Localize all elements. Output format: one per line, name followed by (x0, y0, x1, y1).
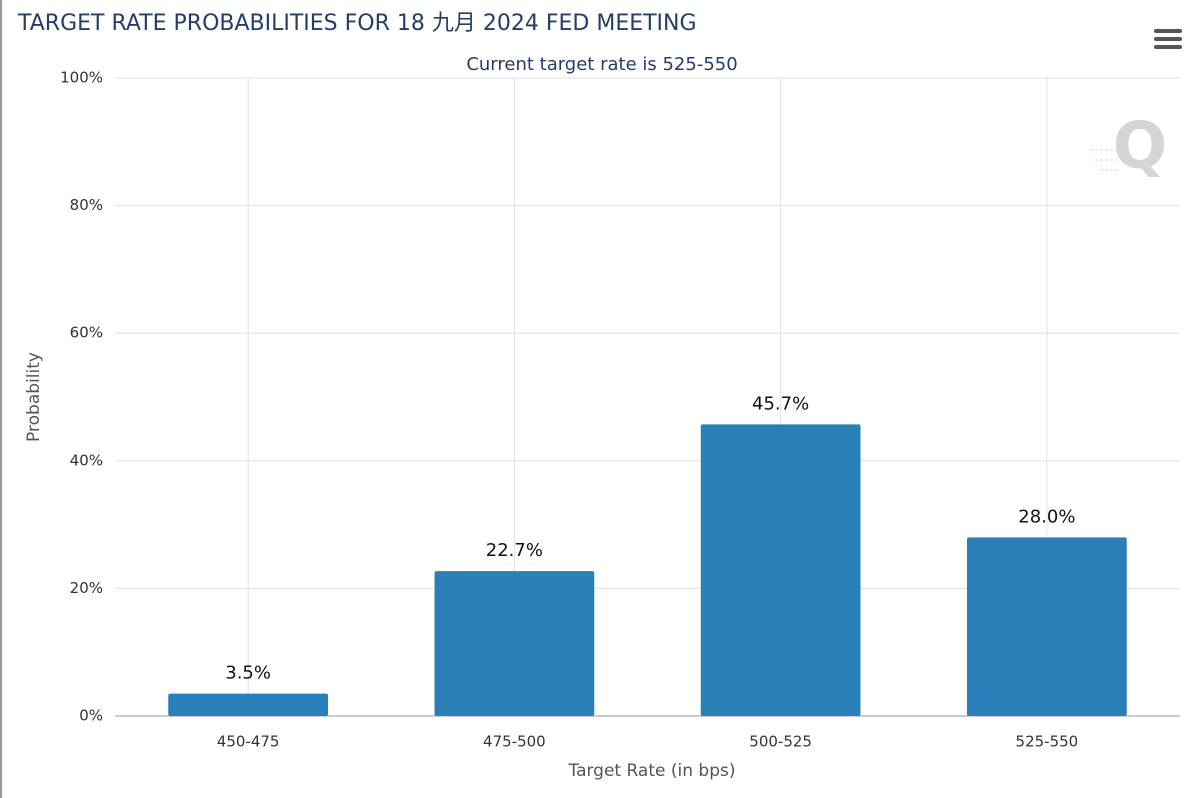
x-axis-label: Target Rate (in bps) (568, 761, 736, 781)
watermark: Q (1090, 110, 1167, 184)
y-tick-label: 80% (70, 196, 103, 214)
bar (967, 537, 1127, 716)
bar (700, 424, 861, 716)
watermark-letter: Q (1113, 110, 1167, 184)
y-tick-label: 100% (60, 69, 103, 87)
bar (168, 693, 328, 716)
x-tick-label: 525-550 (1016, 733, 1079, 751)
y-tick-label: 20% (70, 579, 103, 597)
y-tick-label: 0% (79, 707, 103, 725)
y-tick-label: 60% (70, 324, 103, 342)
bar (434, 571, 595, 716)
data-label: 22.7% (486, 540, 543, 561)
menu-bar[interactable] (1154, 37, 1182, 41)
menu-button[interactable] (1154, 29, 1182, 49)
data-label: 45.7% (752, 393, 809, 414)
menu-bar[interactable] (1154, 45, 1182, 49)
chart-title: TARGET RATE PROBABILITIES FOR 18 九月 2024… (17, 11, 697, 36)
y-axis-label: Probability (24, 352, 44, 442)
x-tick-label: 450-475 (217, 733, 280, 751)
menu-bar[interactable] (1154, 29, 1182, 33)
y-tick-label: 40% (70, 451, 103, 469)
chart-subtitle: Current target rate is 525-550 (466, 54, 737, 75)
x-tick-label: 500-525 (749, 733, 812, 751)
data-label: 28.0% (1018, 506, 1075, 527)
data-label: 3.5% (225, 663, 271, 684)
x-tick-label: 475-500 (483, 733, 546, 751)
